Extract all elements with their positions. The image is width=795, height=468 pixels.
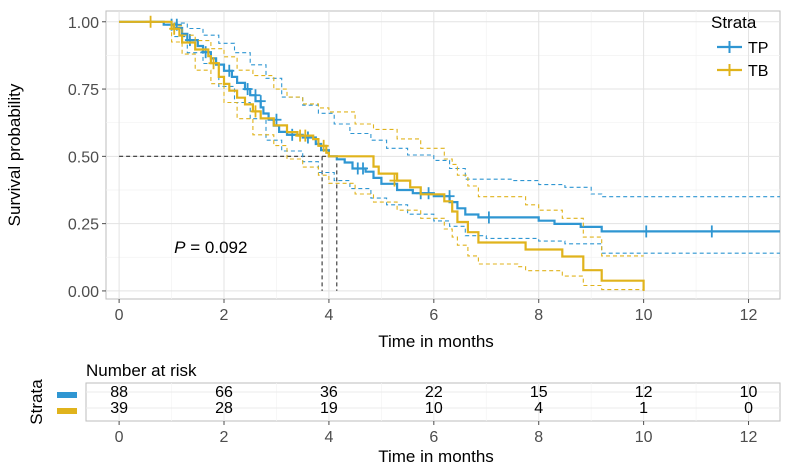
risk-table-y-label: Strata — [27, 379, 46, 425]
risk-swatch-tp — [57, 392, 77, 398]
censor-mark-tb-5 — [300, 129, 311, 142]
censor-mark-tb-7 — [389, 174, 400, 187]
legend: Strata TP TB — [711, 13, 768, 80]
plot-panel — [105, 10, 781, 300]
censor-mark-tp-12 — [358, 162, 369, 175]
risk-cell-tb-12: 0 — [744, 400, 753, 417]
risk-cell-tp-4: 36 — [320, 384, 338, 401]
ci-upper-tp — [119, 21, 780, 198]
x-tick-label-10: 10 — [635, 307, 653, 324]
x-tick-label-2: 2 — [220, 307, 229, 324]
censor-mark-tp-2 — [184, 34, 195, 47]
risk-table-x-ticks: 0 2 4 6 8 10 12 — [115, 421, 758, 446]
risk-cell-tp-8: 15 — [530, 384, 548, 401]
risk-cell-tb-0: 39 — [110, 400, 128, 417]
x-tick-label-6: 6 — [429, 307, 438, 324]
censor-mark-tp-16 — [483, 211, 494, 224]
risk-x-tick-label-2: 2 — [220, 429, 229, 446]
censor-mark-tb-1 — [169, 22, 180, 35]
risk-cell-tb-2: 28 — [215, 400, 233, 417]
legend-label-tp: TP — [748, 40, 768, 57]
censor-mark-tp-6 — [250, 89, 261, 102]
risk-cell-tb-6: 10 — [425, 400, 443, 417]
risk-cell-tp-2: 66 — [215, 384, 233, 401]
legend-item-tb: TB — [717, 63, 768, 80]
survival-curve-tb — [119, 20, 645, 291]
y-tick-label-1: 0.25 — [68, 217, 99, 234]
gridlines — [106, 11, 780, 299]
censor-mark-tb-6 — [318, 139, 329, 152]
censor-mark-tp-4 — [224, 64, 235, 77]
p-value-text: = 0.092 — [186, 238, 248, 257]
risk-cell-tp-0: 88 — [110, 384, 128, 401]
risk-table-gridlines — [86, 383, 780, 421]
risk-cell-tb-8: 4 — [534, 400, 543, 417]
x-tick-label-0: 0 — [115, 307, 124, 324]
risk-x-tick-label-0: 0 — [115, 429, 124, 446]
risk-cell-tp-12: 10 — [740, 384, 758, 401]
censor-mark-tb-2 — [208, 57, 219, 70]
censor-mark-tp-17 — [641, 225, 652, 238]
risk-x-tick-label-4: 4 — [324, 429, 333, 446]
y-axis-label: Survival probability — [5, 83, 24, 226]
risk-x-tick-label-12: 12 — [740, 429, 758, 446]
x-tick-label-8: 8 — [534, 307, 543, 324]
censor-mark-tp-7 — [255, 95, 266, 108]
risk-table-x-label: Time in months — [378, 447, 494, 466]
ci-lower-tp — [119, 21, 780, 254]
risk-table-title: Number at risk — [86, 361, 197, 380]
y-tick-label-4: 1.00 — [68, 15, 99, 32]
y-tick-label-2: 0.50 — [68, 149, 99, 166]
ci-lower-tb — [119, 21, 645, 291]
censor-mark-tp-18 — [706, 225, 717, 238]
risk-cell-tp-10: 12 — [635, 384, 653, 401]
risk-table-panel — [85, 382, 781, 422]
risk-cell-tb-4: 19 — [320, 400, 338, 417]
risk-x-tick-label-10: 10 — [635, 429, 653, 446]
median-reference-lines — [119, 155, 338, 291]
risk-x-tick-label-8: 8 — [534, 429, 543, 446]
p-value-prefix: P — [174, 238, 186, 257]
censor-mark-tp-15 — [444, 190, 455, 203]
ci-upper-tb — [119, 21, 644, 257]
legend-title: Strata — [711, 13, 757, 32]
risk-cell-tb-10: 1 — [639, 400, 648, 417]
risk-cell-tp-6: 22 — [425, 384, 443, 401]
risk-swatch-tb — [57, 408, 77, 414]
x-tick-label-12: 12 — [740, 307, 758, 324]
risk-x-tick-label-6: 6 — [429, 429, 438, 446]
censor-mark-tb-3 — [250, 105, 261, 118]
x-axis-ticks: 0 2 4 6 8 10 12 — [115, 299, 758, 324]
survival-plot: 0 2 4 6 8 10 12 0.00 0.25 0.50 0.75 1.00 Time in m… — [5, 10, 781, 351]
censor-mark-tp-5 — [242, 83, 253, 96]
series-tb — [119, 15, 645, 291]
legend-item-tp: TP — [717, 40, 768, 57]
series-layer — [119, 15, 780, 291]
y-tick-label-3: 0.75 — [68, 82, 99, 99]
x-axis-label: Time in months — [378, 332, 494, 351]
y-axis-ticks: 0.00 0.25 0.50 0.75 1.00 — [68, 15, 106, 301]
x-tick-label-4: 4 — [324, 307, 333, 324]
p-value-annotation: P = 0.092 — [174, 238, 247, 257]
y-tick-label-0: 0.00 — [68, 284, 99, 301]
legend-label-tb: TB — [748, 63, 768, 80]
censor-mark-tb-0 — [145, 15, 156, 28]
